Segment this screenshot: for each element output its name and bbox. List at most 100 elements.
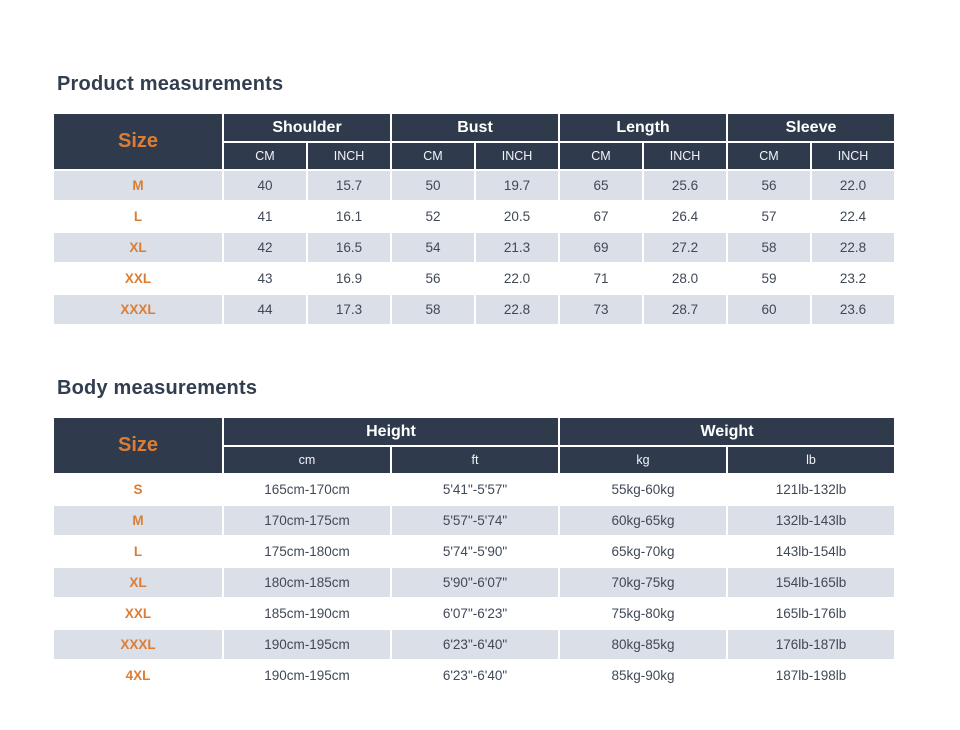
size-cell: XXL — [52, 262, 224, 295]
table-row: L 175cm-180cm 5'74"-5'90" 65kg-70kg 143l… — [52, 535, 896, 568]
unit-header-row: CM INCH CM INCH CM INCH CM INCH — [53, 141, 897, 171]
column-group-shoulder: Shoulder — [222, 112, 392, 143]
measurement-cell: 121lb-132lb — [726, 473, 896, 506]
measurement-cell: 56 — [726, 169, 813, 202]
measurement-cell: 5'41"-5'57" — [390, 473, 560, 506]
measurement-cell: 43 — [222, 262, 308, 295]
measurement-cell: 190cm-195cm — [222, 659, 392, 692]
product-measurements-title: Product measurements — [57, 73, 284, 95]
measurement-cell: 17.3 — [306, 293, 392, 326]
table-row: M 40 15.7 50 19.7 65 25.6 56 22.0 — [52, 169, 897, 202]
measurement-cell: 60 — [726, 293, 813, 326]
measurement-cell: 187lb-198lb — [726, 659, 896, 692]
column-group-weight: Weight — [558, 416, 896, 447]
measurement-cell: 52 — [390, 200, 476, 233]
unit-header-inch: INCH — [641, 141, 729, 171]
unit-header-row: cm ft kg lb — [53, 445, 896, 475]
unit-header-inch: INCH — [306, 141, 392, 171]
measurement-cell: 56 — [390, 262, 476, 295]
measurement-cell: 15.7 — [306, 169, 392, 202]
measurement-cell: 175cm-180cm — [222, 535, 392, 568]
measurement-cell: 154lb-165lb — [726, 566, 896, 599]
body-table-body: S 165cm-170cm 5'41"-5'57" 55kg-60kg 121l… — [52, 473, 896, 692]
measurement-cell: 22.8 — [810, 231, 897, 264]
size-cell: XXL — [52, 597, 224, 630]
measurement-cell: 23.2 — [810, 262, 897, 295]
measurement-cell: 60kg-65kg — [558, 504, 728, 537]
table-row: 4XL 190cm-195cm 6'23"-6'40" 85kg-90kg 18… — [52, 659, 896, 692]
measurement-cell: 27.2 — [641, 231, 729, 264]
measurement-cell: 176lb-187lb — [726, 628, 896, 661]
table-row: S 165cm-170cm 5'41"-5'57" 55kg-60kg 121l… — [52, 473, 896, 506]
size-column-header: Size — [52, 112, 224, 171]
size-cell: 4XL — [52, 659, 224, 692]
table-row: M 170cm-175cm 5'57"-5'74" 60kg-65kg 132l… — [52, 504, 896, 537]
table-row: XL 42 16.5 54 21.3 69 27.2 58 22.8 — [52, 231, 897, 264]
column-group-height: Height — [222, 416, 560, 447]
measurement-cell: 26.4 — [641, 200, 729, 233]
measurement-cell: 6'07"-6'23" — [390, 597, 560, 630]
unit-header-kg: kg — [558, 445, 728, 475]
size-cell: XXXL — [52, 628, 224, 661]
measurement-cell: 73 — [558, 293, 644, 326]
unit-header-inch: INCH — [474, 141, 560, 171]
group-header-row: Size Shoulder Bust Length Sleeve — [52, 112, 897, 171]
unit-header-cm: CM — [726, 141, 813, 171]
measurement-cell: 23.6 — [810, 293, 897, 326]
unit-header-cm: CM — [222, 141, 308, 171]
body-table-header: Size Height Weight cm ft kg lb — [52, 416, 896, 475]
measurement-cell: 16.9 — [306, 262, 392, 295]
measurement-cell: 132lb-143lb — [726, 504, 896, 537]
table-row: XL 180cm-185cm 5'90"-6'07" 70kg-75kg 154… — [52, 566, 896, 599]
size-cell: XL — [52, 231, 224, 264]
product-table-header: Size Shoulder Bust Length Sleeve CM INCH… — [52, 112, 897, 171]
measurement-cell: 190cm-195cm — [222, 628, 392, 661]
unit-header-cm: CM — [390, 141, 476, 171]
table-row: XXXL 190cm-195cm 6'23"-6'40" 80kg-85kg 1… — [52, 628, 896, 661]
measurement-cell: 170cm-175cm — [222, 504, 392, 537]
measurement-cell: 22.4 — [810, 200, 897, 233]
size-cell: S — [52, 473, 224, 506]
measurement-cell: 50 — [390, 169, 476, 202]
measurement-cell: 75kg-80kg — [558, 597, 728, 630]
measurement-cell: 70kg-75kg — [558, 566, 728, 599]
measurement-cell: 165cm-170cm — [222, 473, 392, 506]
measurement-cell: 55kg-60kg — [558, 473, 728, 506]
table-row: XXXL 44 17.3 58 22.8 73 28.7 60 23.6 — [52, 293, 897, 326]
unit-header-cm: cm — [222, 445, 392, 475]
product-table-body: M 40 15.7 50 19.7 65 25.6 56 22.0 L 41 1… — [52, 169, 897, 326]
measurement-cell: 21.3 — [474, 231, 560, 264]
measurement-cell: 143lb-154lb — [726, 535, 896, 568]
measurement-cell: 69 — [558, 231, 644, 264]
table-row: L 41 16.1 52 20.5 67 26.4 57 22.4 — [52, 200, 897, 233]
measurement-cell: 44 — [222, 293, 308, 326]
body-measurements-title: Body measurements — [57, 377, 258, 399]
measurement-cell: 5'74"-5'90" — [390, 535, 560, 568]
measurement-cell: 59 — [726, 262, 813, 295]
size-column-header: Size — [52, 416, 224, 475]
measurement-cell: 25.6 — [641, 169, 729, 202]
column-group-sleeve: Sleeve — [726, 112, 897, 143]
measurement-cell: 65 — [558, 169, 644, 202]
column-group-bust: Bust — [390, 112, 560, 143]
unit-header-cm: CM — [558, 141, 644, 171]
measurement-cell: 42 — [222, 231, 308, 264]
product-measurements-table: Size Shoulder Bust Length Sleeve CM INCH… — [52, 112, 897, 326]
size-cell: M — [52, 169, 224, 202]
size-cell: L — [52, 535, 224, 568]
unit-header-ft: ft — [390, 445, 560, 475]
measurement-cell: 22.8 — [474, 293, 560, 326]
measurement-cell: 54 — [390, 231, 476, 264]
size-chart-page: Product measurements Size Shoulder Bust … — [52, 73, 897, 692]
size-cell: L — [52, 200, 224, 233]
measurement-cell: 28.7 — [641, 293, 729, 326]
measurement-cell: 165lb-176lb — [726, 597, 896, 630]
measurement-cell: 71 — [558, 262, 644, 295]
measurement-cell: 6'23"-6'40" — [390, 659, 560, 692]
measurement-cell: 28.0 — [641, 262, 729, 295]
measurement-cell: 16.5 — [306, 231, 392, 264]
body-measurements-table: Size Height Weight cm ft kg lb S 165cm-1… — [52, 416, 896, 692]
measurement-cell: 80kg-85kg — [558, 628, 728, 661]
measurement-cell: 41 — [222, 200, 308, 233]
measurement-cell: 185cm-190cm — [222, 597, 392, 630]
